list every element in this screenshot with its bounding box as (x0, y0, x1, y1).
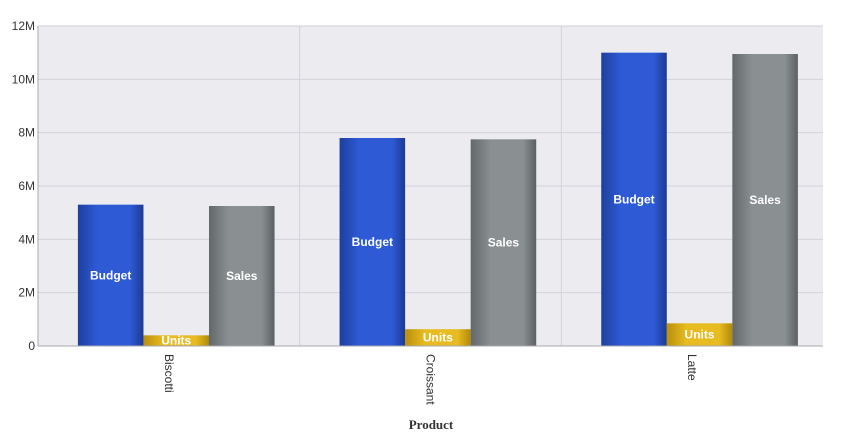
bar-budget (77, 204, 144, 346)
bar-budget (601, 52, 667, 347)
y-tick-label: 2M (18, 286, 35, 300)
bar-budget (339, 138, 406, 346)
bar-label-sales: Sales (488, 236, 520, 250)
x-tick-label: Croissant (424, 354, 438, 405)
y-tick-label: 4M (18, 232, 35, 246)
axes: 0 2M 4M 6M 8M 10M 12M Biscotti Croissant Latte (12, 19, 823, 405)
bar-label-sales: Sales (226, 269, 258, 283)
bar-units (405, 329, 471, 346)
y-tick-label: 8M (18, 126, 35, 140)
bar-label-budget: Budget (90, 268, 131, 282)
bar-label-units: Units (161, 334, 191, 348)
x-tick-label: Latte (685, 354, 699, 381)
x-axis-title: Product (409, 417, 454, 432)
bar-units (666, 323, 733, 346)
x-tick-label: Biscotti (162, 354, 176, 393)
bar-label-budget: Budget (352, 235, 393, 249)
bar-sales (208, 206, 275, 346)
bar-label-units: Units (423, 331, 453, 345)
bar-sales (470, 139, 537, 346)
bar-sales (732, 54, 798, 346)
bar-label-budget: Budget (613, 192, 654, 206)
y-tick-label: 12M (12, 19, 35, 33)
grid-lines (38, 25, 823, 346)
y-tick-label: 6M (18, 179, 35, 193)
y-tick-label: 10M (12, 72, 35, 86)
bar-label-units: Units (685, 328, 715, 342)
bars: Budget Units Sales Budget Units Sales Budget Un… (77, 52, 798, 348)
bar-units (143, 335, 209, 346)
y-tick-label: 0 (28, 339, 35, 353)
bar-label-sales: Sales (749, 193, 781, 207)
